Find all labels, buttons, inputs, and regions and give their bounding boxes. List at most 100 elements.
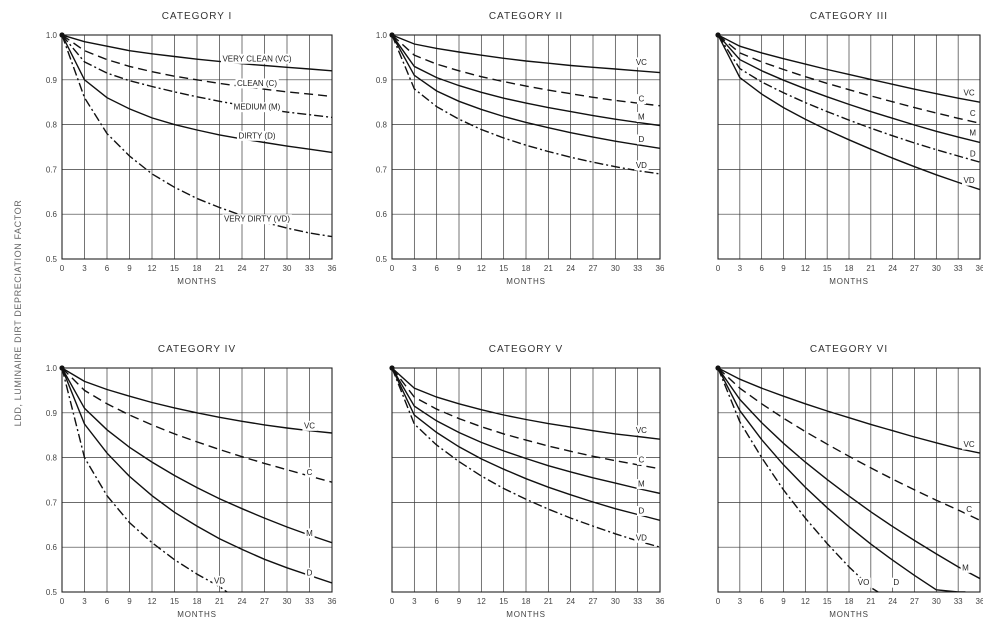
x-tick-label: 6 <box>434 264 439 273</box>
series-label-m: M <box>306 529 313 538</box>
x-tick-label: 18 <box>193 264 202 273</box>
x-tick-label: 0 <box>390 597 395 606</box>
x-tick-label: 30 <box>283 597 292 606</box>
series-line-vd <box>392 35 660 175</box>
x-tick-label: 0 <box>60 264 65 273</box>
series-line-vc <box>62 368 332 434</box>
x-tick-label: 21 <box>544 597 553 606</box>
x-tick-label: 18 <box>522 597 531 606</box>
series-label-c: C <box>966 505 972 514</box>
series-label-bg <box>220 53 294 64</box>
series-label-c: C <box>970 109 976 118</box>
x-tick-label: 36 <box>976 597 983 606</box>
x-tick-label: 27 <box>910 597 919 606</box>
series-label-bg <box>960 562 971 573</box>
series-line-m <box>392 368 660 495</box>
x-tick-label: 9 <box>127 264 132 273</box>
panel-title: CATEGORY II <box>489 11 563 22</box>
series-label-bg <box>962 439 977 450</box>
x-tick-label: 0 <box>390 264 395 273</box>
x-tick-label: 12 <box>148 597 157 606</box>
panel-2: CATEGORY II0 3 6 9 12 15 18 21 24 27 30 33 36MONTHS0… <box>376 11 665 286</box>
x-tick-label: 0 <box>60 597 65 606</box>
series-label-bg <box>856 577 871 588</box>
x-tick-label: 12 <box>801 597 810 606</box>
y-tick-label: 0.6 <box>46 543 58 552</box>
series-label-bg <box>636 454 646 465</box>
x-tick-label: 21 <box>215 597 224 606</box>
series-label-bg <box>964 504 974 515</box>
y-tick-label: 0.9 <box>46 76 58 85</box>
series-label-d: D <box>970 149 976 158</box>
x-axis-label: MONTHS <box>829 277 868 286</box>
x-tick-label: 15 <box>499 264 508 273</box>
y-tick-label: 1.0 <box>46 364 58 373</box>
series-label-bg <box>304 528 315 539</box>
series-label-c: C <box>638 95 644 104</box>
series-label-bg <box>634 57 649 68</box>
series-label-vc: VC <box>964 88 975 97</box>
x-tick-label: 3 <box>412 597 417 606</box>
series-label-bg <box>636 94 646 105</box>
series-label-m: M <box>638 113 645 122</box>
origin-point <box>715 365 721 371</box>
y-tick-label: 0.5 <box>46 588 58 597</box>
x-tick-label: 0 <box>716 597 721 606</box>
x-tick-label: 6 <box>105 264 110 273</box>
series-line-m <box>62 368 332 544</box>
series-label-bg <box>962 175 977 186</box>
series-label-bg <box>305 567 315 578</box>
series-label-medium-m: MEDIUM (M) <box>234 103 281 112</box>
y-tick-label: 0.9 <box>376 76 388 85</box>
series-line-c <box>718 35 980 124</box>
panel-1: CATEGORY I0 3 6 9 12 15 18 21 24 27 30 33 36MONTHS0.… <box>46 11 337 286</box>
series-line-vd <box>392 368 660 548</box>
x-tick-label: 33 <box>633 597 642 606</box>
series-label-vd: VD <box>964 176 975 185</box>
y-tick-label: 0.7 <box>46 165 58 174</box>
x-tick-label: 12 <box>477 597 486 606</box>
series-label-m: M <box>962 563 969 572</box>
series-label-bg <box>634 532 649 543</box>
x-tick-label: 3 <box>738 264 743 273</box>
series-line-m <box>392 35 660 127</box>
series-label-bg <box>636 112 647 123</box>
origin-point <box>389 365 395 371</box>
x-tick-label: 6 <box>759 597 764 606</box>
series-line-vd <box>718 35 980 191</box>
panel-6: CATEGORY VI0 3 6 9 12 15 18 21 24 27 30 33 36MONTHSV… <box>715 344 983 619</box>
series-label-bg <box>967 128 978 139</box>
series-label-vc: VC <box>964 440 975 449</box>
x-tick-label: 18 <box>522 264 531 273</box>
series-label-d: D <box>638 506 644 515</box>
series-line-d <box>392 35 660 149</box>
x-tick-label: 21 <box>866 597 875 606</box>
series-label-dirty-d: DIRTY (D) <box>238 131 275 140</box>
series-line-m <box>718 368 980 580</box>
series-line-d <box>62 368 332 584</box>
x-tick-label: 24 <box>566 264 575 273</box>
series-label-vd: VD <box>214 576 225 585</box>
x-tick-label: 33 <box>954 597 963 606</box>
x-tick-label: 27 <box>589 597 598 606</box>
series-label-vd: VD <box>636 533 647 542</box>
x-tick-label: 3 <box>412 264 417 273</box>
x-tick-label: 12 <box>801 264 810 273</box>
panel-title: CATEGORY III <box>810 11 888 22</box>
series-line-vc <box>392 368 660 440</box>
series-line-vc <box>718 35 980 103</box>
y-tick-label: 0.9 <box>46 409 58 418</box>
series-line-c <box>392 368 660 470</box>
x-tick-label: 27 <box>910 264 919 273</box>
x-tick-label: 3 <box>82 597 87 606</box>
series-line-m <box>718 35 980 144</box>
x-tick-label: 15 <box>499 597 508 606</box>
series-label-very-dirty-vd: VERY DIRTY (VD) <box>224 215 290 224</box>
series-label-c: C <box>307 468 313 477</box>
series-line-very-dirty-vd <box>62 35 332 238</box>
series-label-very-clean-vc: VERY CLEAN (VC) <box>222 54 291 63</box>
x-tick-label: 24 <box>888 264 897 273</box>
x-tick-label: 24 <box>888 597 897 606</box>
series-line-vd <box>62 368 228 592</box>
